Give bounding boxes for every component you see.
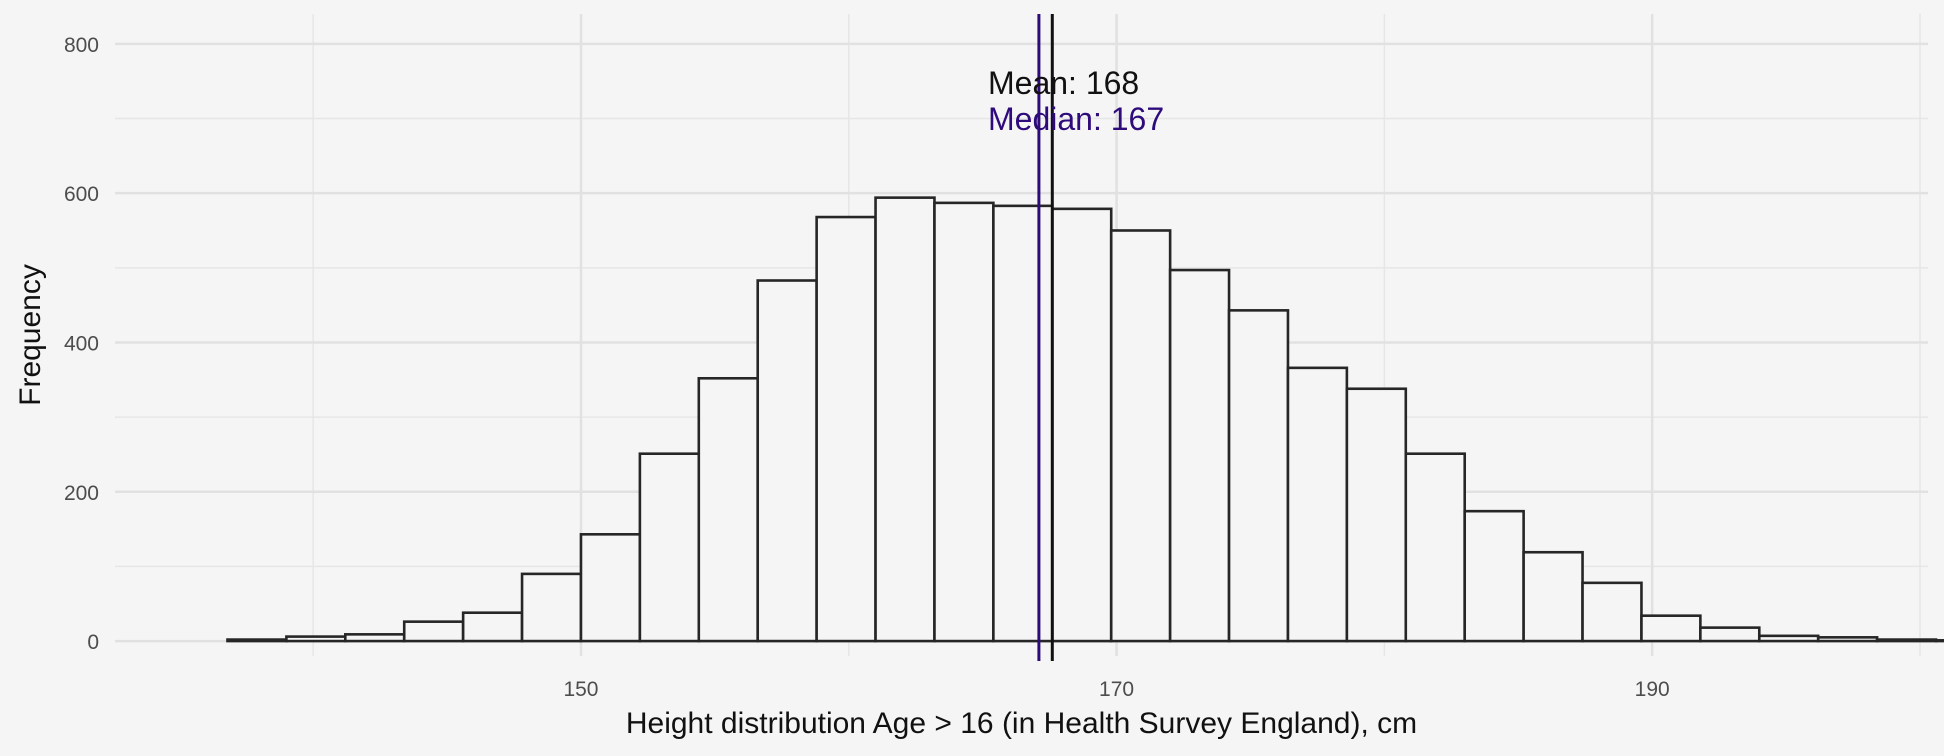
- histogram-bar: [1816, 636, 1879, 643]
- x-axis-title: Height distribution Age > 16 (in Health …: [626, 707, 1417, 740]
- median-annotation: Median: 167: [988, 101, 1164, 137]
- x-tick-label: 170: [1099, 678, 1134, 701]
- histogram-bar: [1757, 634, 1820, 643]
- histogram-bar: [1875, 638, 1938, 643]
- y-tick-label: 800: [64, 34, 99, 57]
- histogram-bar: [402, 620, 465, 643]
- histogram-bar: [1404, 452, 1467, 643]
- histogram-bar: [1522, 550, 1584, 643]
- y-axis-title: Frequency: [14, 264, 47, 406]
- tick-labels: 150 170 190 0 200 400 600 800: [64, 34, 1670, 701]
- mean-annotation: Mean: 168: [988, 65, 1139, 101]
- histogram-bar: [1227, 309, 1290, 643]
- histogram-bar: [1581, 581, 1643, 643]
- histogram-bars: [226, 196, 1944, 643]
- histogram-bar: [1345, 387, 1408, 643]
- histogram-bar: [461, 611, 524, 643]
- histogram-bar: [638, 452, 701, 643]
- y-tick-label: 0: [87, 631, 99, 654]
- x-tick-label: 190: [1635, 678, 1670, 701]
- histogram-bar: [1050, 207, 1113, 643]
- histogram-bar: [992, 204, 1054, 643]
- histogram-bar: [1640, 614, 1702, 643]
- histogram-bar: [756, 279, 818, 643]
- histogram-bar: [697, 376, 760, 643]
- histogram-bar: [1934, 639, 1944, 643]
- histogram-bar: [1286, 366, 1349, 643]
- y-tick-label: 600: [64, 183, 99, 206]
- histogram-bar: [344, 633, 406, 643]
- histogram-bar: [1109, 229, 1172, 643]
- histogram-bar: [1699, 626, 1761, 643]
- y-tick-label: 200: [64, 482, 99, 505]
- histogram-bar: [1168, 268, 1231, 643]
- histogram-bar: [285, 635, 347, 643]
- histogram-bar: [815, 215, 877, 643]
- histogram-bar: [1463, 509, 1525, 643]
- histogram-bar: [933, 201, 995, 643]
- x-tick-label: 150: [563, 678, 598, 701]
- histogram-bar: [226, 638, 288, 643]
- reference-lines: [1037, 14, 1054, 661]
- histogram-bar: [520, 572, 583, 643]
- histogram-bar: [874, 196, 936, 643]
- histogram-bar: [579, 533, 642, 643]
- y-tick-label: 400: [64, 332, 99, 355]
